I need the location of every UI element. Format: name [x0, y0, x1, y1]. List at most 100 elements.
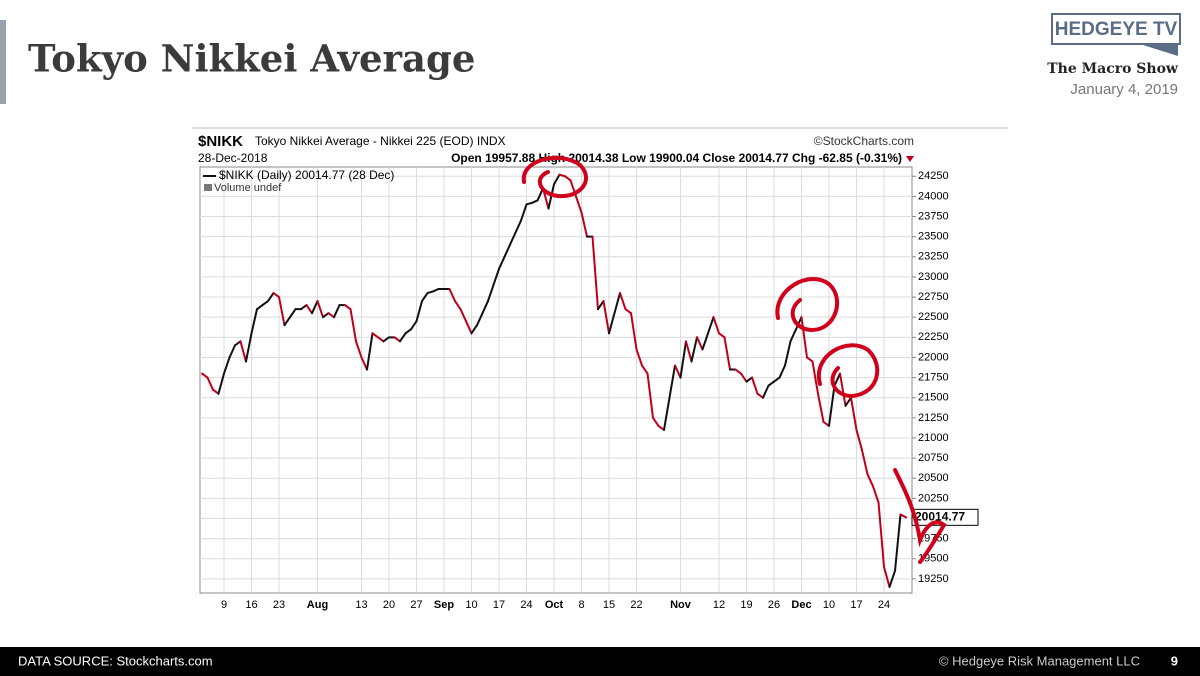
line-segment — [839, 372, 847, 407]
x-tick-label: 24 — [520, 599, 532, 611]
volume-note: Volume undef — [214, 182, 282, 194]
line-segment — [223, 356, 231, 375]
line-segment — [866, 473, 874, 488]
line-segment — [597, 300, 605, 311]
line-segment — [410, 320, 418, 331]
line-segment — [751, 376, 759, 395]
line-segment — [734, 368, 742, 375]
line-segment — [740, 372, 748, 383]
line-segment — [272, 292, 280, 299]
y-tick-label: 23250 — [918, 251, 949, 263]
line-segment — [382, 336, 390, 343]
volume-icon — [204, 184, 212, 191]
line-segment — [756, 392, 764, 399]
line-segment — [701, 332, 709, 351]
footer-source: DATA SOURCE: Stockcharts.com — [18, 653, 213, 668]
line-segment — [201, 372, 209, 379]
x-tick-label: 23 — [273, 599, 285, 611]
x-tick-label: 10 — [823, 599, 835, 611]
line-segment — [855, 428, 863, 452]
x-tick-label: 13 — [355, 599, 367, 611]
logo-tail — [1140, 44, 1178, 56]
line-segment — [481, 300, 489, 315]
y-tick-label: 22250 — [918, 331, 949, 343]
circle-annotation — [521, 155, 588, 199]
y-tick-label: 21250 — [918, 412, 949, 424]
x-tick-label: 17 — [850, 599, 862, 611]
line-segment — [817, 392, 825, 423]
line-segment — [531, 199, 539, 204]
line-segment — [476, 312, 484, 327]
line-segment — [470, 324, 478, 335]
line-segment — [883, 565, 891, 588]
circle-annotation — [775, 277, 840, 333]
line-segment — [503, 243, 511, 258]
chart: $NIKK Tokyo Nikkei Average - Nikkei 225 … — [192, 127, 1008, 611]
line-segment — [283, 316, 291, 327]
accent-bar — [0, 20, 6, 104]
line-segment — [239, 340, 247, 363]
line-segment — [784, 340, 792, 367]
line-segment — [602, 300, 610, 335]
x-tick-label: 10 — [465, 599, 477, 611]
x-tick-label: Nov — [670, 599, 692, 611]
x-tick-label: 9 — [221, 599, 227, 611]
line-segment — [278, 296, 286, 327]
line-segment — [311, 300, 319, 315]
line-segment — [894, 513, 902, 572]
y-tick-label: 19750 — [918, 533, 949, 545]
circle-annotation — [816, 343, 880, 399]
line-segment — [349, 308, 357, 343]
line-segment — [762, 384, 770, 399]
line-segment — [641, 364, 649, 375]
line-segment — [844, 396, 852, 407]
line-segment — [487, 283, 495, 303]
y-tick-label: 21750 — [918, 371, 949, 383]
line-segment — [371, 332, 379, 339]
line-segment — [360, 356, 368, 371]
logo-box — [1051, 13, 1181, 45]
line-segment — [877, 501, 885, 568]
line-segment — [630, 312, 638, 351]
line-segment — [679, 340, 687, 379]
x-tick-label: 15 — [603, 599, 615, 611]
y-tick-label: 23000 — [918, 271, 949, 283]
y-tick-label: 19250 — [918, 573, 949, 585]
y-tick-label: 24250 — [918, 170, 949, 182]
x-tick-label: Oct — [545, 599, 564, 611]
line-segment — [767, 380, 775, 387]
line-segment — [690, 336, 698, 363]
line-segment — [674, 364, 682, 379]
line-segment — [723, 336, 731, 371]
line-segment — [850, 396, 858, 431]
x-tick-label: 22 — [630, 599, 642, 611]
x-tick-label: 24 — [878, 599, 890, 611]
line-segment — [806, 356, 814, 363]
line-segment — [289, 308, 297, 319]
line-segment — [619, 292, 627, 311]
line-segment — [250, 308, 258, 335]
line-segment — [300, 304, 308, 311]
line-segment — [591, 235, 599, 311]
x-tick-label: 26 — [768, 599, 780, 611]
line-segment — [773, 376, 781, 383]
line-segment — [454, 300, 462, 311]
arrow-annotation — [893, 468, 947, 564]
line-segment — [575, 195, 583, 214]
line-segment — [305, 304, 313, 315]
chart-credit: ©StockCharts.com — [814, 134, 914, 148]
price-line — [201, 173, 907, 588]
line-segment — [712, 316, 720, 335]
line-segment — [322, 312, 330, 319]
line-segment — [498, 255, 506, 270]
line-segment — [206, 376, 214, 391]
line-segment — [366, 332, 374, 371]
chart-date: 28-Dec-2018 — [198, 151, 268, 165]
line-segment — [789, 328, 797, 343]
line-segment — [811, 360, 819, 395]
y-tick-label: 22750 — [918, 291, 949, 303]
line-segment — [217, 372, 225, 395]
line-segment — [509, 231, 517, 246]
line-segment — [465, 320, 473, 335]
